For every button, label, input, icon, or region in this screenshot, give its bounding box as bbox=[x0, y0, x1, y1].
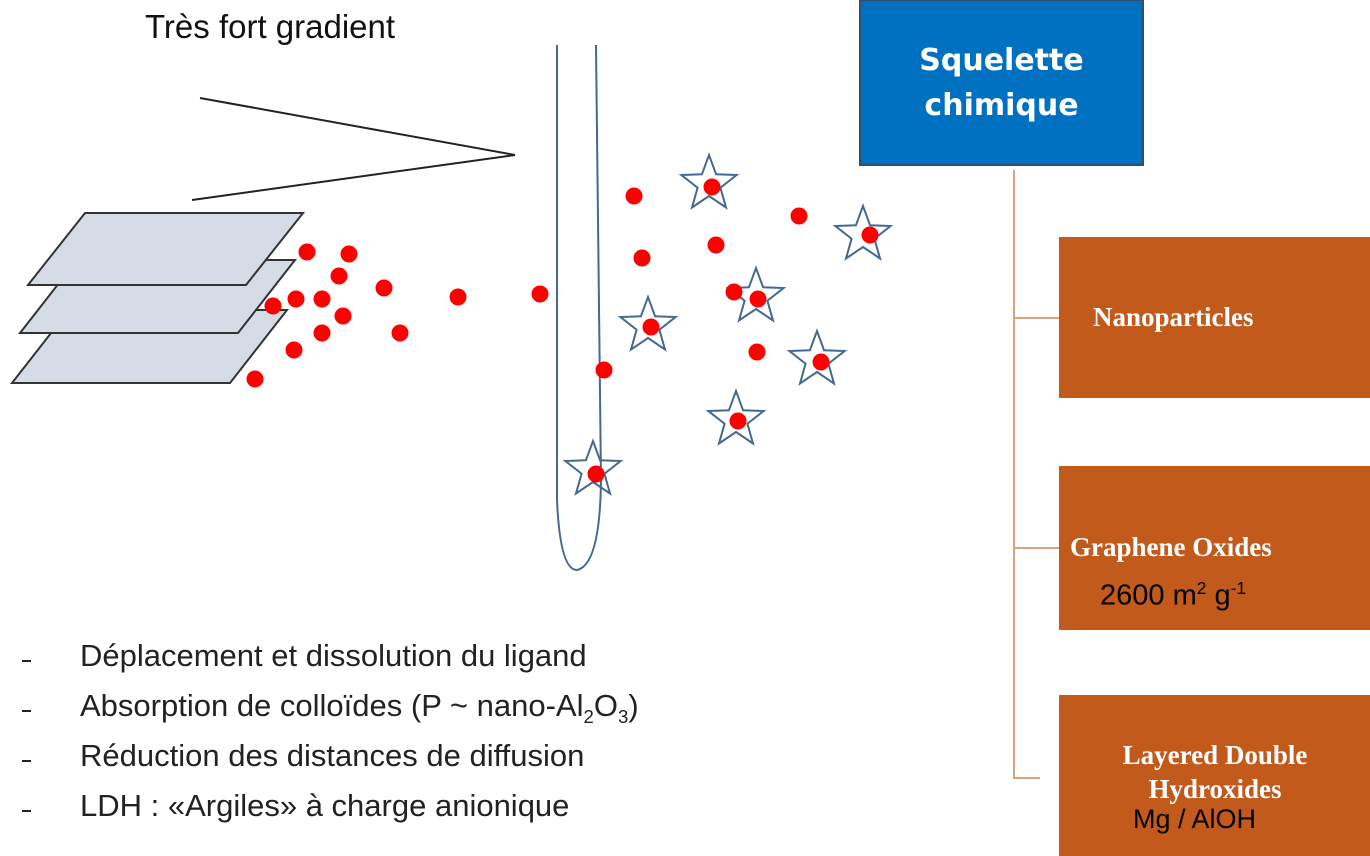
particle bbox=[750, 291, 767, 308]
box-label: Layered Double Hydroxides bbox=[1060, 738, 1370, 806]
text-run: Déplacement et dissolution du ligand bbox=[80, 638, 587, 673]
particle bbox=[791, 208, 808, 225]
particle bbox=[730, 413, 747, 430]
text-run: O bbox=[594, 688, 618, 723]
text-run: Réduction des distances de diffusion bbox=[80, 738, 584, 773]
particle bbox=[588, 466, 605, 483]
box-label: Nanoparticles bbox=[1093, 302, 1253, 333]
text-run: LDH : «Argiles» à charge anionique bbox=[80, 788, 569, 823]
title: Très fort gradient bbox=[145, 8, 395, 46]
bullet-marker bbox=[22, 710, 31, 712]
tree-line bbox=[1014, 170, 1060, 778]
particle bbox=[341, 246, 358, 263]
particle bbox=[314, 325, 331, 342]
particle bbox=[634, 250, 651, 267]
particle bbox=[265, 298, 282, 315]
text-run: 2 bbox=[1197, 578, 1207, 598]
text-run: -1 bbox=[1231, 578, 1246, 598]
text-run: Mg / AlOH bbox=[1133, 804, 1256, 834]
root-label: Squelette chimique bbox=[860, 0, 1143, 165]
box-detail: Mg / AlOH bbox=[1133, 804, 1256, 835]
particle bbox=[643, 319, 660, 336]
text-run: 3 bbox=[618, 706, 628, 727]
particle bbox=[299, 244, 316, 261]
particle bbox=[288, 291, 305, 308]
particle bbox=[376, 280, 393, 297]
bullet-marker bbox=[22, 760, 31, 762]
particle bbox=[749, 344, 766, 361]
bullet-marker bbox=[22, 660, 31, 662]
bullet-text: Déplacement et dissolution du ligand bbox=[80, 638, 587, 674]
particles bbox=[247, 155, 891, 494]
text-run: ) bbox=[628, 688, 638, 723]
bullet-text: Absorption de colloïdes (P ~ nano-Al2O3) bbox=[80, 688, 639, 728]
text-run: 2600 m bbox=[1100, 580, 1197, 612]
box-detail: 2600 m2 g-1 bbox=[1100, 578, 1246, 613]
particle bbox=[247, 371, 264, 388]
particle bbox=[286, 342, 303, 359]
text-run: g bbox=[1206, 580, 1230, 612]
particle bbox=[331, 268, 348, 285]
wedge-line bbox=[192, 155, 515, 200]
particle bbox=[314, 291, 331, 308]
particle bbox=[708, 237, 725, 254]
text-run: 2 bbox=[584, 706, 594, 727]
particle bbox=[626, 188, 643, 205]
wedge-line bbox=[200, 98, 515, 155]
particle bbox=[335, 308, 352, 325]
particle bbox=[813, 354, 830, 371]
particle bbox=[596, 362, 613, 379]
bullet-marker bbox=[22, 810, 31, 812]
particle bbox=[862, 227, 879, 244]
particle bbox=[392, 325, 409, 342]
particle bbox=[726, 284, 743, 301]
box-label: Graphene Oxides bbox=[1070, 532, 1272, 563]
bullet-text: Réduction des distances de diffusion bbox=[80, 738, 584, 774]
bullet-text: LDH : «Argiles» à charge anionique bbox=[80, 788, 569, 824]
particle bbox=[450, 289, 467, 306]
particle bbox=[704, 179, 721, 196]
slide: Très fort gradient Squelette chimique Na… bbox=[0, 0, 1370, 856]
particle bbox=[532, 286, 549, 303]
text-run: Absorption de colloïdes (P ~ nano-Al bbox=[80, 688, 584, 723]
